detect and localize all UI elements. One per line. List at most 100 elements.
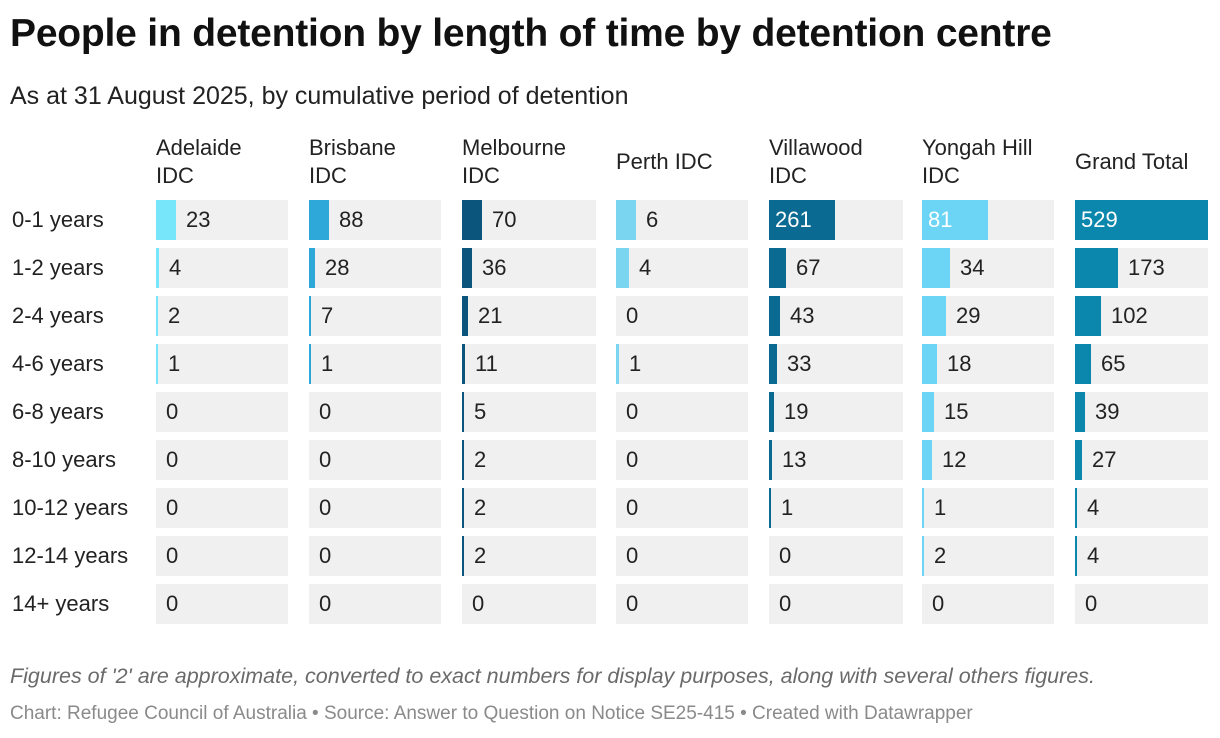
column-header-melbourne-idc: Melbourne IDC bbox=[462, 135, 566, 188]
table-cell: 7 bbox=[309, 296, 441, 336]
table-cell: 15 bbox=[922, 392, 1054, 432]
table-cell: 36 bbox=[462, 248, 596, 288]
table-cell: 0 bbox=[616, 536, 748, 576]
value-bar bbox=[769, 296, 780, 336]
table-cell: 0 bbox=[616, 392, 748, 432]
cell-value: 0 bbox=[166, 399, 179, 424]
table-cell: 261 bbox=[769, 200, 903, 240]
table-cell: 102 bbox=[1075, 296, 1208, 336]
table-cell: 0 bbox=[309, 392, 441, 432]
table-cell: 0 bbox=[156, 536, 288, 576]
cell-value: 12 bbox=[942, 447, 967, 472]
table-cell: 0 bbox=[309, 584, 441, 624]
value-bar bbox=[769, 392, 774, 432]
table-cell: 0 bbox=[156, 392, 288, 432]
cell-value: 67 bbox=[796, 255, 821, 280]
table-cell: 2 bbox=[156, 296, 288, 336]
row-label: 0-1 years bbox=[12, 207, 104, 232]
table-cell: 0 bbox=[156, 584, 288, 624]
cell-value: 18 bbox=[947, 351, 972, 376]
table-cell: 1 bbox=[156, 344, 288, 384]
value-bar bbox=[462, 440, 464, 480]
table-cell: 529 bbox=[1075, 200, 1208, 240]
cell-value: 0 bbox=[1085, 591, 1098, 616]
cell-value: 0 bbox=[319, 543, 332, 568]
cell-value: 70 bbox=[492, 207, 517, 232]
value-bar bbox=[922, 344, 937, 384]
value-bar bbox=[309, 296, 311, 336]
value-bar bbox=[922, 536, 924, 576]
value-bar bbox=[462, 392, 464, 432]
row-label: 10-12 years bbox=[12, 495, 129, 520]
value-bar bbox=[156, 248, 159, 288]
cell-value: 0 bbox=[626, 495, 639, 520]
cell-value: 2 bbox=[474, 447, 487, 472]
value-bar bbox=[616, 344, 619, 384]
chart-credit: Chart: Refugee Council of Australia • So… bbox=[10, 703, 973, 724]
column-header-adelaide-idc: Adelaide IDC bbox=[156, 135, 242, 188]
value-bar bbox=[1075, 344, 1091, 384]
table-cell: 0 bbox=[616, 296, 748, 336]
cell-value: 0 bbox=[472, 591, 485, 616]
table-cell: 173 bbox=[1075, 248, 1208, 288]
cell-value: 0 bbox=[932, 591, 945, 616]
table-cell: 4 bbox=[1075, 488, 1208, 528]
table-cell: 2 bbox=[922, 536, 1054, 576]
table-cell: 34 bbox=[922, 248, 1054, 288]
cell-value: 13 bbox=[782, 447, 807, 472]
cell-value: 2 bbox=[474, 543, 487, 568]
cell-value: 6 bbox=[646, 207, 659, 232]
cell-value: 23 bbox=[186, 207, 211, 232]
column-header-brisbane-idc: Brisbane IDC bbox=[309, 135, 396, 188]
row-label: 14+ years bbox=[12, 591, 110, 616]
cell-value: 39 bbox=[1095, 399, 1120, 424]
column-header-villawood-idc: Villawood IDC bbox=[769, 135, 863, 188]
cell-value: 0 bbox=[166, 543, 179, 568]
table-cell: 0 bbox=[1075, 584, 1208, 624]
table-cell: 6 bbox=[616, 200, 748, 240]
table-cell: 28 bbox=[309, 248, 441, 288]
cell-value: 4 bbox=[1087, 543, 1100, 568]
cell-value: 19 bbox=[784, 399, 809, 424]
value-bar bbox=[156, 344, 158, 384]
value-bar bbox=[309, 344, 311, 384]
table-cell: 65 bbox=[1075, 344, 1208, 384]
cell-value: 88 bbox=[339, 207, 364, 232]
value-bar bbox=[1075, 392, 1085, 432]
cell-value: 0 bbox=[626, 399, 639, 424]
cell-value: 11 bbox=[475, 351, 498, 376]
cell-value: 4 bbox=[169, 255, 182, 280]
value-bar bbox=[769, 200, 835, 240]
value-bar bbox=[1075, 488, 1077, 528]
column-header-yongah-hill-idc: Yongah Hill IDC bbox=[922, 135, 1033, 188]
cell-value: 36 bbox=[482, 255, 507, 280]
table-cell: 39 bbox=[1075, 392, 1208, 432]
cell-value: 43 bbox=[790, 303, 815, 328]
value-bar bbox=[922, 248, 950, 288]
cell-value: 28 bbox=[325, 255, 350, 280]
value-bar bbox=[769, 440, 772, 480]
value-bar bbox=[462, 248, 472, 288]
cell-value: 0 bbox=[166, 591, 179, 616]
table-cell: 0 bbox=[769, 536, 903, 576]
cell-value: 0 bbox=[779, 591, 792, 616]
cell-value: 5 bbox=[474, 399, 487, 424]
chart-title: People in detention by length of time by… bbox=[10, 12, 1052, 55]
cell-value: 0 bbox=[779, 543, 792, 568]
cell-value: 0 bbox=[626, 591, 639, 616]
table-cell: 4 bbox=[1075, 536, 1208, 576]
cell-value: 0 bbox=[626, 447, 639, 472]
cell-value: 15 bbox=[944, 399, 969, 424]
row-label: 1-2 years bbox=[12, 255, 104, 280]
footnote: Figures of '2' are approximate, converte… bbox=[10, 664, 1095, 688]
cell-value: 27 bbox=[1092, 447, 1117, 472]
value-bar bbox=[156, 200, 176, 240]
table-cell: 0 bbox=[462, 584, 596, 624]
value-bar bbox=[1075, 296, 1101, 336]
cell-value: 65 bbox=[1101, 351, 1126, 376]
table-cell: 1 bbox=[616, 344, 748, 384]
cell-value: 1 bbox=[629, 351, 642, 376]
table-cell: 0 bbox=[309, 488, 441, 528]
table-cell: 81 bbox=[922, 200, 1054, 240]
value-bar bbox=[769, 344, 777, 384]
